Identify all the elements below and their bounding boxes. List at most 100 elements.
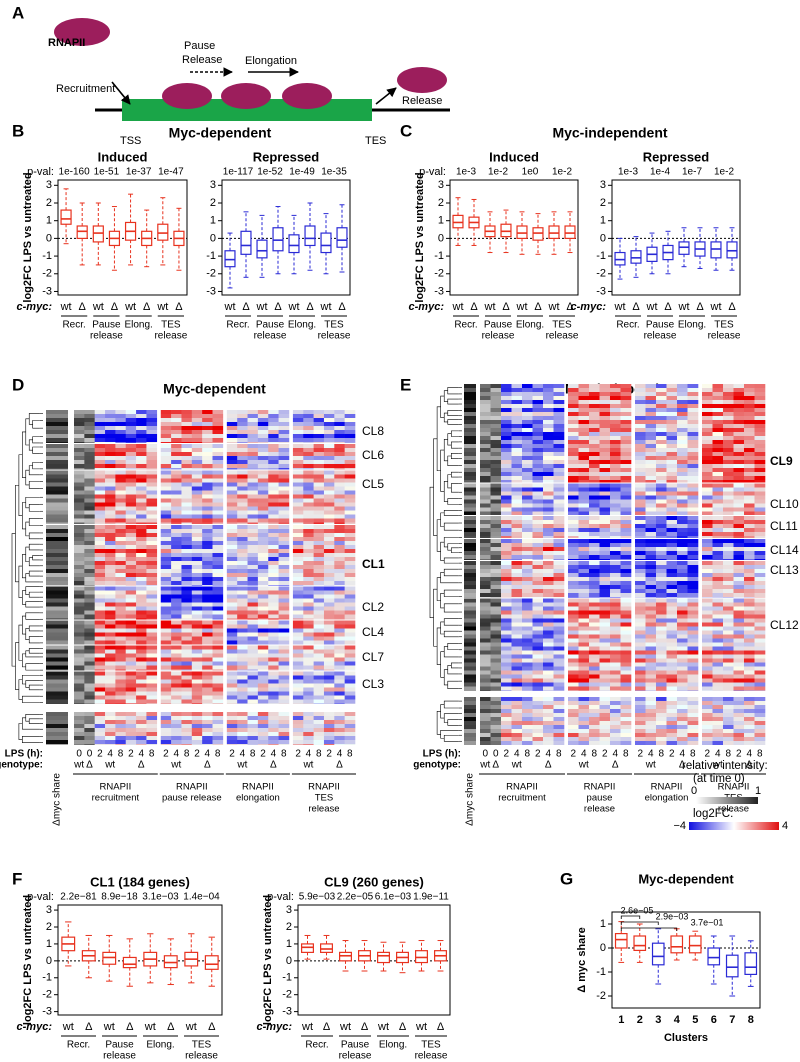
dendrogram [28, 625, 40, 632]
heatmap-cell [278, 561, 290, 565]
heatmap-cell [313, 691, 325, 696]
heatmap-cell [46, 460, 68, 464]
heatmap-cell [247, 464, 259, 468]
heatmap-cell [733, 577, 745, 581]
heatmap-cell [635, 468, 646, 472]
heatmap-cell [136, 653, 147, 658]
heatmap-cell [278, 414, 290, 418]
heatmap-cell [610, 630, 621, 635]
heatmap-cell [543, 547, 554, 551]
heatmap-cell [181, 683, 193, 688]
heatmap-cell [181, 614, 193, 619]
dendrogram [22, 615, 26, 635]
heatmap-cell [84, 569, 95, 573]
heatmap-cell [84, 464, 95, 468]
y-tick-label: -2 [42, 268, 52, 280]
heatmap-cell [292, 728, 304, 732]
heatmap-cell [733, 487, 745, 492]
dendrogram [25, 714, 40, 722]
pval: 1e-7 [682, 167, 702, 178]
heatmap-cell [344, 573, 356, 577]
heatmap-cell [656, 561, 667, 565]
heatmap-cell [578, 532, 590, 536]
heatmap-cell [687, 528, 699, 532]
heatmap-cell [666, 404, 678, 408]
heatmap-cell [334, 620, 345, 625]
heatmap-cell [292, 661, 304, 666]
heatmap-cell [160, 577, 172, 581]
heatmap-cell [115, 740, 127, 744]
heatmap-cell [568, 476, 579, 480]
heatmap-cell [490, 476, 502, 480]
heatmap-cell [754, 468, 766, 472]
heatmap-cell [645, 618, 657, 623]
heatmap-cell [501, 491, 512, 496]
heatmap-cell [323, 565, 335, 569]
heatmap-cell [511, 480, 523, 483]
heatmap-cell [171, 683, 182, 688]
heatmap-cell [226, 410, 238, 414]
heatmap-cell [522, 614, 533, 619]
heatmap-cell [733, 511, 745, 515]
heatmap-cell [702, 491, 713, 496]
heatmap-cell [490, 408, 502, 412]
heatmap-cell [480, 569, 491, 573]
heatmap-cell [191, 549, 203, 553]
heatmap-cell [247, 569, 259, 573]
heatmap-cell [278, 585, 290, 586]
heatmap-cell [589, 516, 600, 520]
heatmap-cell [171, 720, 182, 724]
heatmap-cell [181, 514, 193, 519]
heatmap-cell [136, 470, 147, 475]
heatmap-cell [344, 602, 356, 607]
heatmap-cell [464, 646, 476, 651]
heatmap-cell [464, 539, 476, 543]
heatmap-cell [268, 640, 279, 645]
heatmap-cell [480, 460, 491, 464]
heatmap-cell [278, 494, 290, 499]
heatmap-cell [543, 440, 554, 444]
heatmap-cell [115, 645, 127, 650]
heatmap-cell [645, 448, 657, 452]
heatmap-cell [181, 712, 193, 716]
heatmap-cell [226, 434, 238, 438]
heatmap-cell [744, 598, 755, 603]
heatmap-cell [212, 490, 224, 495]
heatmap-cell [226, 669, 238, 671]
heatmap-cell [105, 541, 116, 545]
heatmap-cell [620, 543, 632, 547]
heatmap-cell [656, 646, 667, 651]
heatmap-cell [733, 476, 745, 480]
heatmap-cell [754, 392, 766, 396]
heatmap-cell [723, 589, 734, 593]
heatmap-cell [344, 422, 356, 426]
heatmap-cell [344, 586, 356, 591]
heatmap-cell [268, 695, 279, 700]
heatmap-cell [202, 577, 213, 581]
heatmap-cell [160, 736, 172, 740]
lps-value: 8 [184, 749, 190, 760]
heatmap-cell [543, 424, 554, 428]
heatmap-cell [677, 452, 688, 456]
heatmap-cell [257, 474, 269, 479]
heatmap-cell [46, 669, 68, 671]
heatmap-cell [522, 388, 533, 392]
heatmap-cell [115, 430, 127, 434]
heatmap-cell [181, 422, 193, 426]
heatmap-cell [202, 498, 213, 503]
heatmap-cell [589, 428, 600, 432]
heatmap-cell [160, 683, 172, 688]
heatmap-cell [578, 585, 590, 589]
heatmap-cell [620, 597, 632, 598]
heatmap-cell [635, 424, 646, 428]
heatmap-cell [191, 470, 203, 475]
heatmap-cell [666, 396, 678, 400]
heatmap-cell [501, 547, 512, 551]
heatmap-cell [268, 577, 279, 581]
heatmap-cell [543, 392, 554, 396]
heatmap-cell [702, 480, 713, 483]
heatmap-cell [115, 716, 127, 720]
heatmap-cell [136, 712, 147, 716]
heatmap-cell [589, 388, 600, 392]
heatmap-cell [645, 468, 657, 472]
